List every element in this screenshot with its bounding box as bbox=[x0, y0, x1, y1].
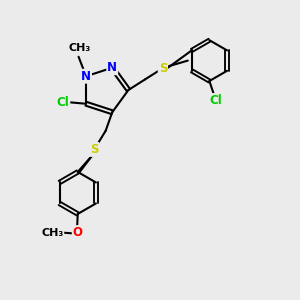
Text: S: S bbox=[90, 143, 98, 156]
Text: CH₃: CH₃ bbox=[69, 43, 91, 53]
Text: S: S bbox=[159, 61, 167, 75]
Text: O: O bbox=[73, 226, 83, 239]
Text: N: N bbox=[107, 61, 117, 74]
Text: N: N bbox=[81, 70, 91, 83]
Text: Cl: Cl bbox=[209, 94, 222, 107]
Text: Cl: Cl bbox=[57, 96, 69, 109]
Text: CH₃: CH₃ bbox=[41, 228, 63, 238]
